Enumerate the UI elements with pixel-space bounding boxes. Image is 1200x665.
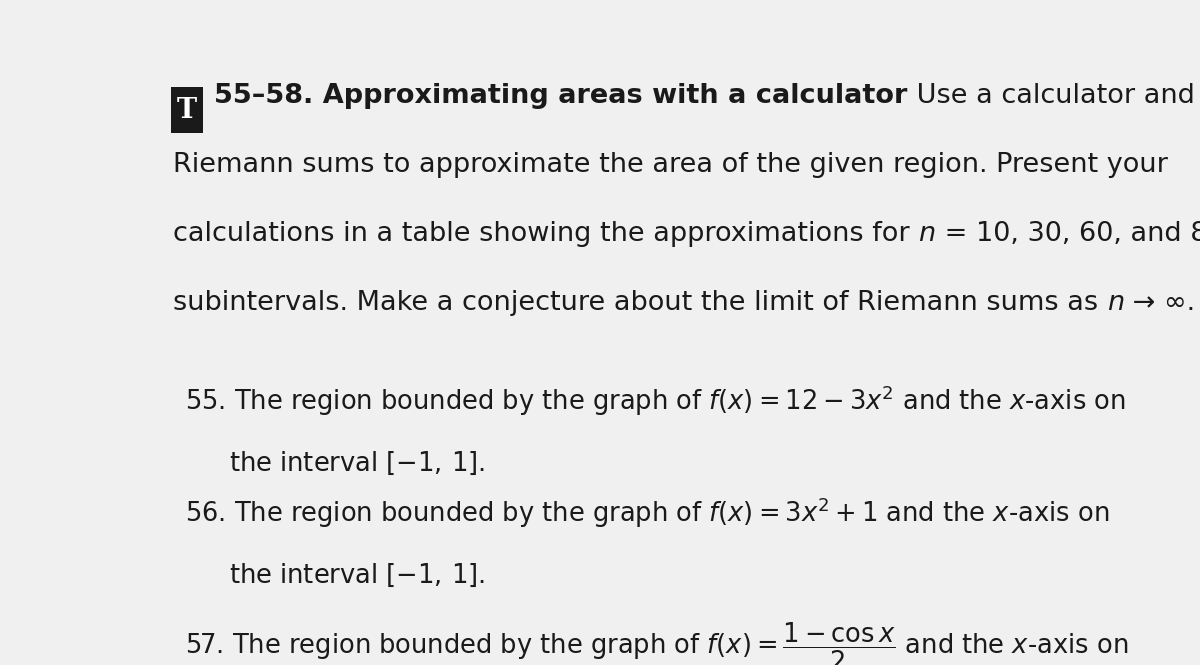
Text: = 10, 30, 60, and 80: = 10, 30, 60, and 80	[936, 221, 1200, 247]
Text: Riemann sums to approximate the area of the given region. Present your: Riemann sums to approximate the area of …	[173, 152, 1168, 178]
Text: 55–58. Approximating areas with a calculator: 55–58. Approximating areas with a calcul…	[214, 83, 907, 109]
Text: 57. The region bounded by the graph of $f(x) = \dfrac{1 - \cos x}{2}$ and the $x: 57. The region bounded by the graph of $…	[185, 621, 1129, 665]
Text: the interval $[-1,\, 1]$.: the interval $[-1,\, 1]$.	[229, 450, 485, 477]
Text: 55. The region bounded by the graph of $f(x) = 12 - 3x^2$ and the $x$-axis on: 55. The region bounded by the graph of $…	[185, 384, 1126, 418]
Text: n: n	[1108, 290, 1124, 317]
Text: 56. The region bounded by the graph of $f(x) = 3x^2 + 1$ and the $x$-axis on: 56. The region bounded by the graph of $…	[185, 495, 1110, 530]
Text: Use a calculator and right: Use a calculator and right	[907, 83, 1200, 109]
Text: subintervals. Make a conjecture about the limit of Riemann sums as: subintervals. Make a conjecture about th…	[173, 290, 1108, 317]
FancyBboxPatch shape	[172, 88, 203, 132]
Text: → ∞.: → ∞.	[1124, 290, 1195, 317]
Text: the interval $[-1,\, 1]$.: the interval $[-1,\, 1]$.	[229, 562, 485, 589]
Text: calculations in a table showing the approximations for: calculations in a table showing the appr…	[173, 221, 918, 247]
Text: n: n	[918, 221, 936, 247]
Text: T: T	[178, 96, 197, 124]
